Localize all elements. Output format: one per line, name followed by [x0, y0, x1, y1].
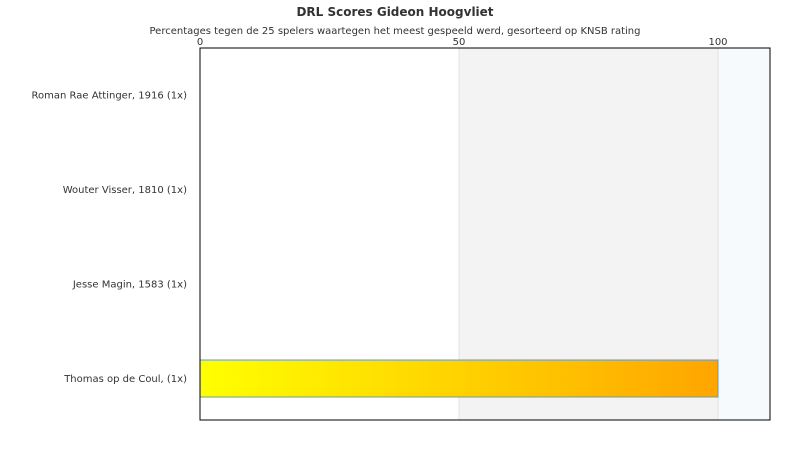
- category-label: Thomas op de Coul, (1x): [63, 374, 187, 385]
- category-label: Jesse Magin, 1583 (1x): [72, 280, 187, 291]
- x-tick-label: 0: [197, 37, 203, 48]
- category-label: Wouter Visser, 1810 (1x): [63, 185, 187, 196]
- chart-subtitle: Percentages tegen de 25 spelers waartege…: [149, 26, 641, 37]
- plot-band: [718, 48, 770, 420]
- x-tick-label: 50: [453, 37, 466, 48]
- bar: [199, 359, 719, 398]
- category-label: Roman Rae Attinger, 1916 (1x): [32, 91, 188, 102]
- x-tick-label: 100: [708, 37, 727, 48]
- plot-border: [199, 47, 771, 421]
- chart-title: DRL Scores Gideon Hoogvliet: [296, 5, 494, 19]
- plot-band: [459, 48, 718, 420]
